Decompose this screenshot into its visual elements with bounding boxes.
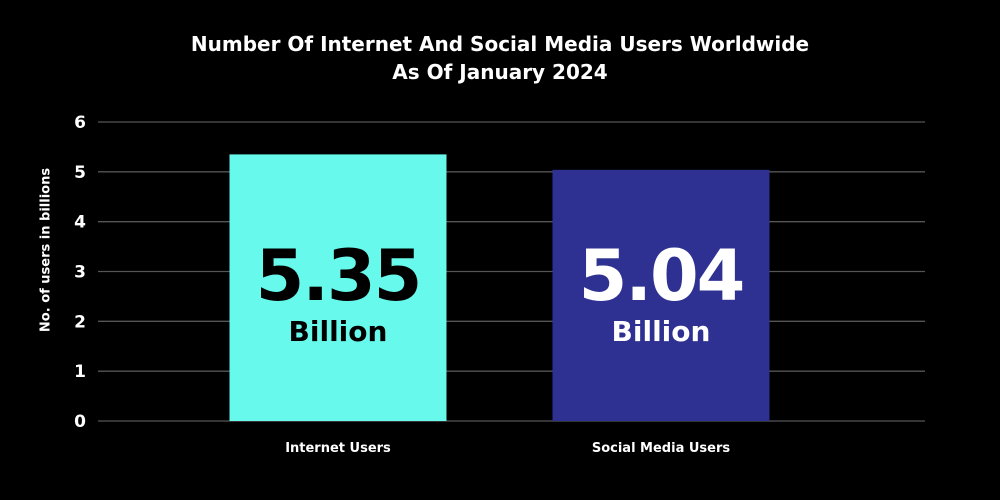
y-tick-label: 2 bbox=[74, 312, 86, 332]
y-tick-label: 5 bbox=[74, 163, 86, 183]
bar-value-label: 5.35 bbox=[256, 235, 421, 317]
chart-title: Number Of Internet And Social Media User… bbox=[0, 30, 1000, 86]
bar-social-media-users bbox=[552, 169, 770, 421]
x-category-label: Social Media Users bbox=[592, 441, 731, 456]
y-tick-label: 4 bbox=[74, 213, 86, 233]
y-tick-label: 1 bbox=[74, 362, 86, 382]
chart-title-line1: Number Of Internet And Social Media User… bbox=[190, 32, 810, 56]
bar-unit-label: Billion bbox=[612, 315, 711, 348]
y-tick-label: 3 bbox=[74, 263, 86, 283]
x-category-label: Internet Users bbox=[285, 441, 391, 456]
bar-value-label: 5.04 bbox=[579, 235, 744, 317]
y-tick-label: 6 bbox=[74, 113, 86, 133]
chart-title-line2: As Of January 2024 bbox=[392, 60, 608, 84]
bar-unit-label: Billion bbox=[289, 315, 388, 348]
y-tick-label: 0 bbox=[74, 412, 86, 432]
bar-internet-users bbox=[229, 154, 447, 421]
